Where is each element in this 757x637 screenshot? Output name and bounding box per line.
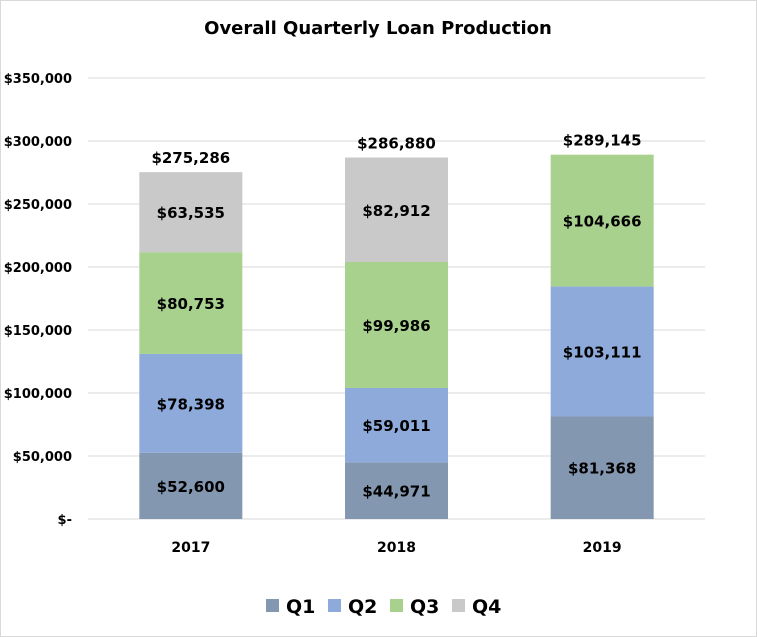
- data-label: $63,535: [157, 204, 225, 222]
- legend-label: Q2: [348, 596, 377, 618]
- x-axis: 2017 2018 2019: [171, 540, 621, 556]
- y-tick-label: $300,000: [4, 135, 72, 150]
- bar-q2-2018: [345, 387, 448, 463]
- legend-label: Q4: [472, 596, 501, 618]
- y-tick-label: $200,000: [4, 261, 72, 276]
- x-tick-label: 2017: [171, 540, 210, 556]
- data-label: $52,600: [157, 478, 225, 496]
- bar-q3-2019: [550, 154, 654, 287]
- bar-q4-2017: [139, 172, 243, 253]
- data-label: $103,111: [563, 344, 642, 362]
- y-tick-label: $100,000: [4, 387, 72, 402]
- data-label: $78,398: [157, 395, 225, 413]
- legend-swatch-q3: [390, 599, 403, 612]
- y-tick-label: $50,000: [13, 450, 72, 465]
- y-tick-label: $350,000: [4, 72, 72, 87]
- y-tick-label: $150,000: [4, 324, 72, 339]
- legend: Q1 Q2 Q3 Q4: [266, 596, 501, 618]
- bar-q1-2019: [550, 416, 654, 519]
- data-label: $99,986: [362, 317, 430, 335]
- data-label: $44,971: [362, 483, 430, 501]
- data-label: $82,912: [362, 202, 430, 220]
- legend-swatch-q2: [328, 599, 341, 612]
- bar-q4-2018: [345, 157, 448, 263]
- total-label: $289,145: [563, 132, 642, 150]
- y-tick-label: $250,000: [4, 198, 72, 213]
- y-tick-label: $-: [58, 513, 72, 528]
- legend-swatch-q1: [266, 599, 279, 612]
- y-axis: $- $50,000 $100,000 $150,000 $200,000 $250,00…: [4, 72, 72, 528]
- bar-q1-2017: [139, 452, 243, 519]
- legend-label: Q1: [286, 596, 315, 618]
- legend-swatch-q4: [452, 599, 465, 612]
- total-label: $275,286: [151, 149, 230, 167]
- bar-q1-2018: [345, 462, 448, 519]
- chart-title: Overall Quarterly Loan Production: [204, 18, 552, 39]
- bar-q3-2017: [139, 252, 243, 354]
- bar-q2-2019: [550, 286, 654, 417]
- bar-q3-2018: [345, 262, 448, 388]
- data-label: $81,368: [568, 460, 636, 478]
- data-label: $59,011: [362, 417, 430, 435]
- data-label: $80,753: [157, 295, 225, 313]
- x-tick-label: 2019: [583, 540, 622, 556]
- legend-label: Q3: [410, 596, 439, 618]
- x-tick-label: 2018: [377, 540, 416, 556]
- bars: $52,600 $78,398 $80,753 $63,535 $275,286 $44,…: [139, 132, 654, 519]
- bar-q2-2017: [139, 353, 243, 453]
- total-label: $286,880: [357, 135, 436, 153]
- data-label: $104,666: [563, 213, 642, 231]
